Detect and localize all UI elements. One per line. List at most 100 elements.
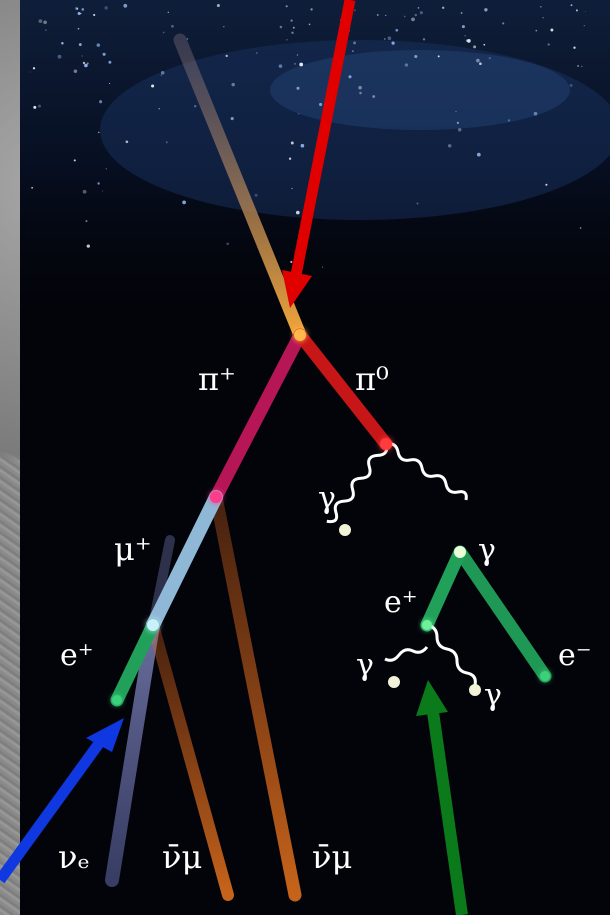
star [294,63,296,65]
star [507,119,511,122]
star [310,8,313,11]
star [285,5,288,8]
star [377,14,379,16]
star [292,26,295,29]
star [545,183,548,186]
star [81,55,83,57]
star [97,182,100,185]
star [299,62,304,67]
photon-line-3 [384,646,429,662]
star [45,29,47,31]
star [322,266,324,268]
red-arrow [282,0,356,308]
star [419,11,423,15]
label-pi-plus: π⁺ [198,360,236,398]
star [479,62,482,66]
star [165,141,168,144]
label-pi-zero: π⁰ [355,360,389,398]
star [73,69,78,74]
star [78,43,82,47]
star [577,65,580,67]
star [319,102,323,107]
star [290,260,293,264]
star [473,45,477,49]
star [286,38,288,41]
star [84,63,88,68]
star [547,43,550,46]
star [167,11,170,14]
star [411,17,415,22]
star [108,60,112,64]
vertex-pair-2 [422,620,432,630]
star [225,54,228,58]
star [77,11,81,16]
star [391,41,395,45]
e-minus-end [540,671,550,681]
star [583,25,585,27]
nu-e-track [105,618,160,887]
label-gamma-2: γ [478,533,496,568]
label-nu-mu-bar-2: ν̄μ [312,838,352,876]
star [476,58,480,63]
star [296,54,299,56]
star [158,108,160,110]
star [82,189,87,194]
star [73,159,76,162]
vertex-mu-plus [147,619,159,631]
star [358,85,362,90]
star [38,104,41,108]
star [348,75,352,79]
star [82,61,86,65]
star [223,25,225,28]
photon-line-1 [326,443,389,524]
star [300,143,305,148]
star [98,131,100,134]
star [256,52,258,54]
photon-end-3 [388,676,400,688]
label-gamma-1: γ [318,481,336,516]
star [569,83,573,87]
e-minus-track [453,545,552,683]
star [403,15,406,18]
star [372,95,376,98]
label-e-plus-left: e⁺ [60,638,94,673]
star [353,41,357,45]
star [31,186,33,189]
star [43,20,47,25]
star [422,38,426,41]
star [160,74,162,76]
star [581,65,583,68]
star [437,55,440,58]
e-plus-right-track [420,545,467,632]
star [33,105,37,109]
star-field [29,3,587,268]
star [570,4,573,7]
star [395,28,399,32]
star [76,7,79,10]
vertex-pair [454,546,466,558]
label-e-plus-right: e⁺ [384,585,418,620]
star [457,128,462,132]
label-mu-plus: μ⁺ [114,530,152,568]
star [414,54,418,59]
star [488,56,492,60]
label-gamma-4: γ [484,678,502,713]
star [105,168,107,170]
star [93,13,96,17]
pi-plus-track [209,328,307,504]
star [550,28,554,32]
star [464,35,466,37]
star [296,210,300,215]
star [186,38,189,40]
e-plus-left-track [110,618,160,707]
blue-arrow [0,718,124,884]
green-arrow [416,680,468,915]
photon-end-1 [339,524,351,536]
star [455,110,457,113]
label-gamma-3: γ [356,648,374,683]
vertex-pi-zero [380,438,392,450]
star [502,22,505,25]
star [447,144,452,148]
star [584,11,587,13]
